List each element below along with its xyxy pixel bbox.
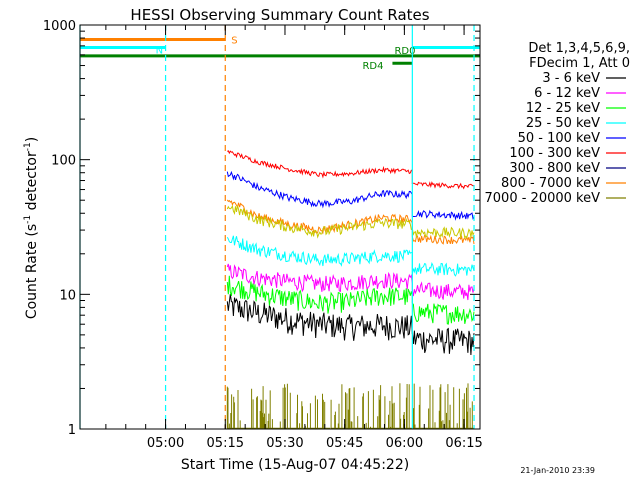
plot-frame	[79, 24, 481, 430]
flag-layer: S N RD0 RD4	[80, 36, 480, 72]
legend-label-1: 6 - 12 keV	[534, 86, 600, 101]
y-tick-label-2: 100	[51, 154, 76, 169]
data-layer	[226, 150, 475, 429]
x-tick-label-0: 05:00	[147, 436, 184, 451]
flag-label-2: RD0	[394, 46, 415, 57]
axes-layer: 1 10 100 1000 05:00 05:15 05:30 05:45 06:00 06:15	[43, 19, 483, 451]
y-tick-label-3: 1000	[43, 19, 76, 34]
x-axis-label: Start Time (15-Aug-07 04:45:22)	[181, 457, 409, 473]
legend-label-7: 800 - 7000 keV	[501, 176, 600, 191]
x-tick-label-4: 06:00	[386, 436, 423, 451]
series-line-yellow	[226, 204, 475, 240]
series-line-7	[226, 199, 475, 245]
series-line-5	[227, 150, 474, 190]
legend-label-5: 100 - 300 keV	[509, 146, 600, 161]
x-tick-label-3: 05:45	[326, 436, 363, 451]
y-axis-label: Count Rate (s-1 detector-1)	[23, 137, 40, 319]
y-tick-label-1: 10	[59, 288, 76, 303]
footer-date: 21-Jan-2010 23:39	[520, 466, 595, 475]
flag-label-3: RD4	[362, 61, 383, 72]
flag-label-1: N	[156, 46, 163, 57]
legend-label-4: 50 - 100 keV	[518, 131, 601, 146]
x-tick-label-5: 06:15	[445, 436, 482, 451]
legend-label-6: 300 - 800 keV	[509, 161, 600, 176]
series-line-2	[226, 275, 475, 325]
legend-header-1: Det 1,3,4,5,6,9,	[528, 41, 630, 56]
y-tick-label-0: 1	[68, 423, 76, 438]
legend-label-0: 3 - 6 keV	[542, 71, 600, 86]
series-line-4	[226, 170, 475, 221]
series-line-0	[226, 294, 475, 356]
legend-header-2: FDecim 1, Att 0	[529, 56, 630, 71]
x-tick-label-1: 05:15	[207, 436, 244, 451]
legend-label-3: 25 - 50 keV	[526, 116, 600, 131]
flag-label-0: S	[231, 36, 237, 47]
series-line-3	[226, 235, 475, 277]
chart-title: HESSI Observing Summary Count Rates	[130, 6, 429, 24]
x-tick-label-2: 05:30	[266, 436, 303, 451]
legend-label-2: 12 - 25 keV	[526, 101, 600, 116]
legend-label-8: 7000 - 20000 keV	[485, 191, 601, 206]
series-line-1	[226, 263, 475, 301]
